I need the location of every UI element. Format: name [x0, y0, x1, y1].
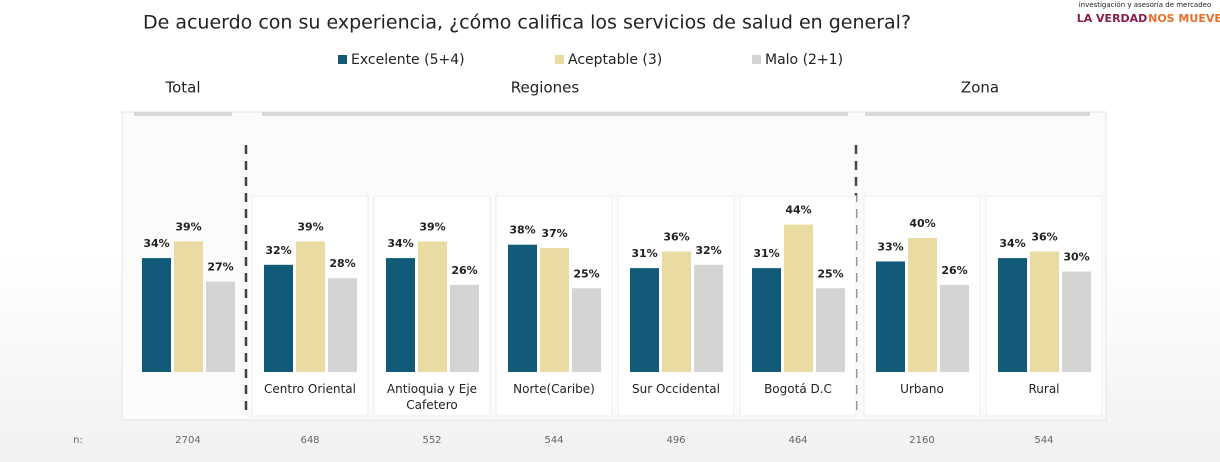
section-label: Total: [164, 79, 200, 97]
value-label: 34%: [143, 237, 169, 250]
sample-size: 544: [544, 435, 563, 446]
sample-size: 464: [788, 435, 807, 446]
category-label: Antioquia y Eje Cafetero: [386, 382, 478, 412]
value-label: 26%: [451, 264, 477, 277]
bar: [296, 241, 325, 372]
sample-size: 2160: [909, 435, 934, 446]
bar: [508, 244, 537, 372]
category-label: Sur Occidental: [632, 382, 720, 396]
value-label: 37%: [541, 227, 567, 240]
bar: [1030, 251, 1059, 372]
bar: [694, 264, 723, 372]
bar: [540, 248, 569, 372]
sample-size: 648: [300, 435, 319, 446]
value-label: 39%: [297, 220, 323, 233]
bar: [206, 281, 235, 372]
legend-label: Aceptable (3): [568, 52, 662, 68]
value-label: 25%: [573, 267, 599, 280]
value-label: 40%: [909, 217, 935, 230]
value-label: 38%: [509, 224, 535, 237]
value-label: 34%: [999, 237, 1025, 250]
value-label: 31%: [631, 247, 657, 260]
value-label: 26%: [941, 264, 967, 277]
category-label: Centro Oriental: [264, 382, 356, 396]
chart-title: De acuerdo con su experiencia, ¿cómo cal…: [143, 12, 911, 34]
value-label: 32%: [695, 244, 721, 257]
bar: [174, 241, 203, 372]
bar: [662, 251, 691, 372]
value-label: 25%: [817, 267, 843, 280]
legend-label: Malo (2+1): [765, 52, 843, 68]
bar: [450, 284, 479, 372]
bar: [816, 288, 845, 372]
legend-label: Excelente (5+4): [351, 52, 465, 68]
bar: [940, 284, 969, 372]
legend-swatch: [752, 55, 761, 64]
bar: [386, 258, 415, 372]
bar: [876, 261, 905, 372]
legend-swatch: [555, 55, 564, 64]
value-label: 39%: [175, 220, 201, 233]
category-label: Rural: [1028, 382, 1060, 396]
sample-label: n:: [73, 435, 83, 446]
section-bar: [134, 112, 232, 116]
value-label: 27%: [207, 261, 233, 274]
logo-slogan: NOS MUEVE: [1148, 12, 1220, 25]
bar: [328, 278, 357, 372]
logo-brand: LA VERDAD: [1077, 12, 1148, 25]
value-label: 31%: [753, 247, 779, 260]
category-label: Urbano: [900, 382, 944, 396]
bar: [1062, 271, 1091, 372]
value-label: 34%: [387, 237, 413, 250]
section-bar: [262, 112, 848, 116]
bar: [572, 288, 601, 372]
value-label: 32%: [265, 244, 291, 257]
sample-size: 2704: [175, 435, 200, 446]
sample-size: 544: [1034, 435, 1053, 446]
bar: [908, 238, 937, 372]
sample-size: 552: [422, 435, 441, 446]
value-label: 33%: [877, 240, 903, 253]
category-label: Bogotá D.C: [764, 382, 832, 396]
value-label: 44%: [785, 204, 811, 217]
bar: [784, 224, 813, 372]
section-label: Regiones: [511, 79, 580, 97]
bar: [418, 241, 447, 372]
bar: [998, 258, 1027, 372]
bar: [142, 258, 171, 372]
section-bar: [865, 112, 1090, 116]
legend-swatch: [338, 55, 347, 64]
value-label: 39%: [419, 220, 445, 233]
bar: [264, 264, 293, 372]
value-label: 30%: [1063, 251, 1089, 264]
value-label: 36%: [663, 230, 689, 243]
logo-tagline: investigación y asesoría de mercadeo: [1079, 1, 1212, 9]
value-label: 28%: [329, 257, 355, 270]
section-label: Zona: [961, 79, 999, 97]
category-label: Norte(Caribe): [513, 382, 595, 396]
value-label: 36%: [1031, 230, 1057, 243]
bar: [752, 268, 781, 372]
sample-size: 496: [666, 435, 685, 446]
bar: [630, 268, 659, 372]
